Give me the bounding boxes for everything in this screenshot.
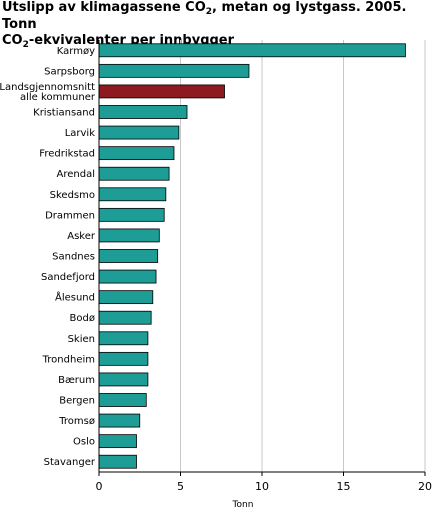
category-label: Bergen [59, 396, 95, 407]
category-label: Bodø [70, 313, 95, 324]
category-label: Asker [67, 231, 96, 242]
bar [98, 228, 160, 243]
bar [98, 125, 180, 140]
category-label: Sandefjord [41, 272, 95, 283]
category-label: Ålesund [55, 291, 95, 304]
bar [98, 105, 188, 119]
bar [98, 331, 149, 346]
category-label: Landsgjennomsnitt alle kommuner [0, 82, 96, 103]
category-label: Bærum [58, 375, 95, 386]
category-label: Karmøy [57, 46, 95, 57]
category-label: Tromsø [58, 416, 95, 427]
bar [98, 249, 159, 263]
category-label: Oslo [73, 437, 95, 448]
bar [98, 43, 406, 58]
bar [98, 454, 137, 469]
bar [98, 351, 149, 366]
category-label: Larvik [65, 128, 96, 139]
bar [98, 372, 149, 387]
category-label: Arendal [57, 169, 95, 180]
category-label: Skien [68, 334, 95, 345]
bar-highlight [98, 84, 225, 99]
x-tick-label: 0 [96, 480, 103, 493]
x-tick-label: 15 [337, 480, 351, 493]
bar [98, 187, 167, 202]
x-tick-label: 5 [177, 480, 184, 493]
bar [98, 434, 137, 449]
category-label: Fredrikstad [39, 149, 95, 160]
category-label: Skedsmo [50, 190, 95, 201]
category-label: Trondheim [42, 354, 95, 365]
category-label: Sarpsborg [44, 66, 95, 77]
x-tick-label: 10 [255, 480, 269, 493]
category-label: Kristiansand [33, 108, 95, 119]
bar [98, 146, 175, 161]
category-label: Drammen [45, 210, 95, 221]
bar [98, 207, 165, 222]
x-axis-label: Tonn [232, 500, 254, 510]
bar [98, 166, 170, 181]
bar [98, 413, 141, 428]
category-label: Stavanger [44, 457, 96, 468]
category-label: Sandnes [52, 252, 95, 263]
bar [98, 269, 157, 284]
bar [98, 63, 250, 78]
x-tick-label: 20 [418, 480, 432, 493]
bar [98, 290, 154, 305]
bar [98, 310, 152, 325]
bar [98, 393, 147, 407]
